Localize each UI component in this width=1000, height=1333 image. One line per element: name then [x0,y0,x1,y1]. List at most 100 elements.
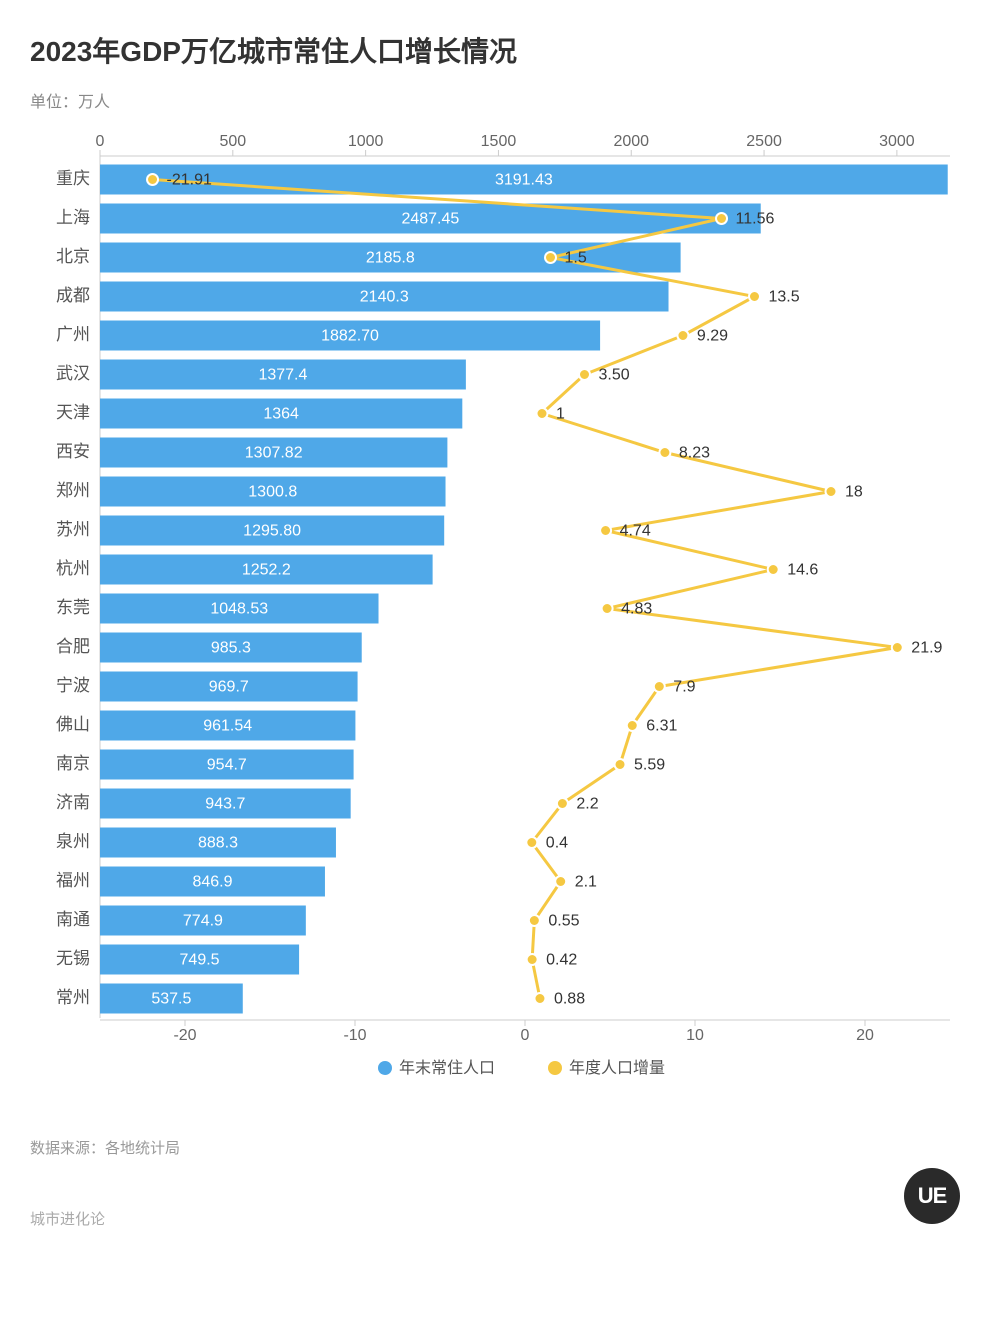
bottom-tick-label: 20 [856,1027,874,1044]
bottom-tick-label: -10 [343,1027,366,1044]
bar-value-label: 774.9 [183,913,223,930]
line-value-label: 1 [556,406,565,423]
category-label: 东莞 [56,598,90,617]
line-marker [627,720,638,731]
bar-value-label: 969.7 [209,679,249,696]
line-marker [557,798,568,809]
legend-bar-label: 年末常住人口 [399,1059,495,1077]
line-value-label: 13.5 [769,289,800,306]
line-marker [654,681,665,692]
category-label: 南京 [56,754,90,773]
category-label: 济南 [56,793,90,812]
line-value-label: 2.1 [575,874,597,891]
line-value-label: 4.74 [620,523,651,540]
bar-value-label: 1295.80 [243,523,301,540]
line-value-label: 0.55 [548,913,579,930]
line-value-label: 18 [845,484,863,501]
bar-value-label: 1307.82 [245,445,303,462]
category-label: 宁波 [56,676,90,695]
line-value-label: 8.23 [679,445,710,462]
category-label: 常州 [56,988,90,1007]
line-value-label: 21.9 [911,640,942,657]
source-label: 数据来源：各地统计局 [30,1137,960,1158]
bottom-tick-label: -20 [173,1027,196,1044]
category-label: 福州 [56,871,90,890]
bar-value-label: 846.9 [192,874,232,891]
line-value-label: 0.42 [546,952,577,969]
category-label: 广州 [56,325,90,344]
line-value-label: 14.6 [787,562,818,579]
line-value-label: 6.31 [646,718,677,735]
line-value-label: -21.91 [167,172,212,189]
bar-value-label: 1882.70 [321,328,379,345]
top-tick-label: 1500 [481,133,517,150]
bottom-tick-label: 0 [521,1027,530,1044]
line-marker [534,993,545,1004]
line-marker [555,876,566,887]
category-label: 杭州 [56,559,90,578]
category-label: 成都 [56,286,90,305]
line-marker [749,291,760,302]
category-label: 苏州 [56,520,90,539]
top-tick-label: 2000 [613,133,649,150]
category-label: 重庆 [56,169,90,188]
top-tick-label: 2500 [746,133,782,150]
category-label: 合肥 [56,637,90,656]
category-label: 郑州 [56,481,90,500]
line-value-label: 5.59 [634,757,665,774]
line-value-label: 9.29 [697,328,728,345]
bar-value-label: 537.5 [151,991,191,1008]
legend-line-label: 年度人口增量 [569,1059,665,1077]
line-marker [659,447,670,458]
line-marker [545,252,556,263]
bar-value-label: 749.5 [180,952,220,969]
category-label: 南通 [56,910,90,929]
bar-value-label: 1377.4 [258,367,307,384]
bar-value-label: 1048.53 [210,601,268,618]
category-label: 北京 [56,247,90,266]
bar-value-label: 1252.2 [242,562,291,579]
line-value-label: 7.9 [673,679,695,696]
bar-value-label: 1364 [263,406,299,423]
bar-value-label: 943.7 [205,796,245,813]
bar-value-label: 2487.45 [401,211,459,228]
bar-value-label: 2185.8 [366,250,415,267]
line-marker [147,174,158,185]
line-value-label: 1.5 [565,250,587,267]
brand-label: 城市进化论 [30,1208,960,1229]
bar-value-label: 2140.3 [360,289,409,306]
line-marker [600,525,611,536]
top-tick-label: 3000 [879,133,915,150]
category-label: 上海 [56,208,90,227]
line-marker [529,915,540,926]
line-value-label: 0.4 [546,835,568,852]
top-tick-label: 0 [96,133,105,150]
line-marker [826,486,837,497]
line-value-label: 4.83 [621,601,652,618]
line-marker [527,954,538,965]
line-marker [716,213,727,224]
line-value-label: 2.2 [576,796,598,813]
bar-value-label: 1300.8 [248,484,297,501]
category-label: 天津 [56,403,90,422]
line-marker [579,369,590,380]
line-marker [602,603,613,614]
chart-container: 2023年GDP万亿城市常住人口增长情况 单位：万人 0500100015002… [0,0,1000,1259]
category-label: 佛山 [56,715,90,734]
legend-bar-icon [378,1061,392,1075]
chart-svg: 050010001500200025003000重庆3191.43上海2487.… [30,122,960,1098]
chart-subtitle: 单位：万人 [30,88,960,112]
bar-value-label: 888.3 [198,835,238,852]
category-label: 武汉 [56,364,90,383]
line-value-label: 3.50 [599,367,630,384]
legend-line-icon [548,1061,562,1075]
line-marker [615,759,626,770]
line-marker [768,564,779,575]
category-label: 西安 [56,442,90,461]
chart-title: 2023年GDP万亿城市常住人口增长情况 [30,30,960,70]
bar-value-label: 985.3 [211,640,251,657]
top-tick-label: 1000 [348,133,384,150]
line-marker [892,642,903,653]
brand-logo-icon: UE [904,1168,960,1224]
bar-value-label: 954.7 [207,757,247,774]
